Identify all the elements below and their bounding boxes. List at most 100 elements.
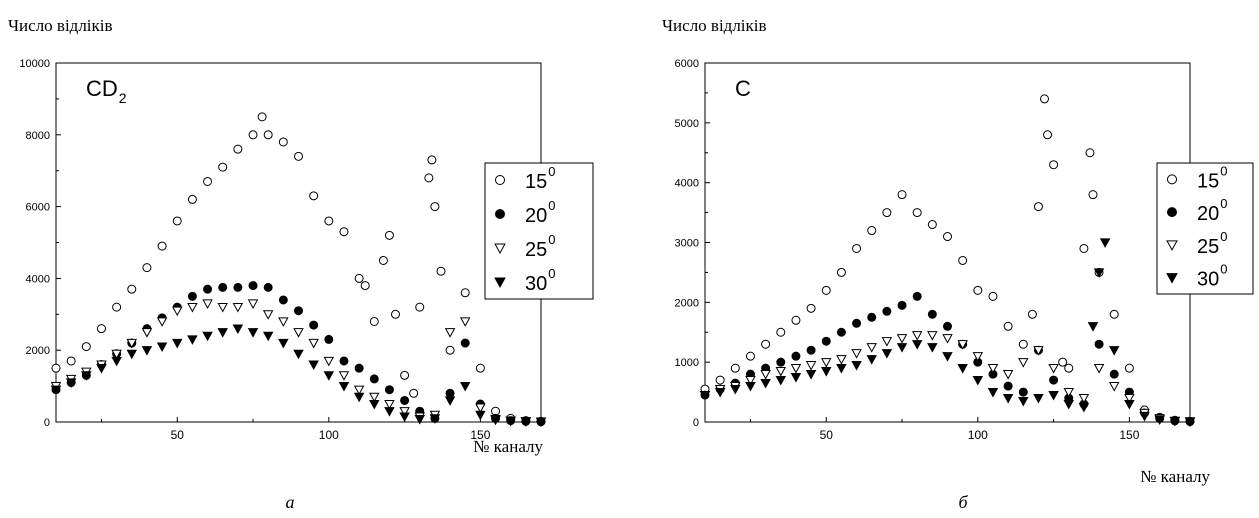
data-point (141, 346, 153, 356)
data-point (409, 388, 419, 398)
data-point (1063, 399, 1074, 410)
data-point (836, 364, 847, 374)
data-point (987, 364, 999, 374)
data-point (761, 339, 771, 349)
legend-marker (1166, 240, 1178, 251)
data-point (852, 318, 862, 328)
data-point (309, 320, 319, 330)
data-point (897, 300, 907, 310)
data-point (1139, 411, 1150, 422)
y-tick-label: 2000 (26, 345, 50, 357)
data-point (112, 302, 122, 312)
data-point (96, 324, 106, 334)
data-point (218, 162, 228, 172)
legend-marker (494, 277, 506, 288)
sample-annotation: C (735, 76, 751, 101)
data-point (248, 281, 258, 291)
data-point (459, 382, 471, 392)
data-point (263, 130, 273, 140)
legend-box (1156, 162, 1254, 295)
legend-marker (1166, 273, 1178, 284)
data-point (309, 191, 319, 201)
data-point (957, 340, 968, 350)
x-tick-label: 50 (820, 428, 834, 442)
data-point (202, 299, 213, 309)
data-point (308, 338, 319, 349)
data-point (414, 415, 425, 425)
data-point (247, 299, 259, 309)
legend: 15 020 025 030 0 (484, 162, 594, 300)
x-tick-label: 150 (470, 428, 490, 442)
data-point (836, 355, 847, 365)
data-point (958, 255, 968, 265)
data-point (1078, 393, 1090, 404)
series-30 (50, 324, 547, 428)
y-tick-label: 2000 (675, 297, 699, 309)
data-point (172, 216, 182, 226)
data-point (157, 241, 167, 251)
data-point (1093, 268, 1105, 278)
data-point (821, 367, 832, 377)
data-point (81, 342, 91, 352)
data-point (911, 340, 923, 350)
data-point (369, 374, 379, 384)
legend-label: 15 (525, 171, 547, 193)
data-point (354, 363, 364, 373)
y-tick-label: 6000 (675, 58, 699, 70)
data-point (172, 306, 183, 317)
y-tick-label: 1000 (675, 357, 699, 369)
data-point (973, 285, 983, 295)
data-point (730, 384, 741, 395)
data-point (156, 317, 168, 327)
data-point (424, 173, 434, 183)
data-point (187, 335, 198, 345)
data-point (1085, 148, 1095, 158)
data-point (384, 407, 395, 417)
data-point (505, 416, 516, 427)
data-point (460, 288, 470, 298)
data-point (324, 216, 334, 226)
data-point (293, 328, 304, 338)
series-30 (699, 238, 1196, 428)
data-point (81, 371, 92, 381)
y-tick-label: 0 (44, 417, 50, 429)
data-point (836, 327, 846, 337)
data-point (1018, 396, 1029, 407)
data-point (323, 356, 335, 367)
data-point (384, 399, 395, 410)
data-point (353, 392, 365, 403)
data-point (444, 396, 456, 406)
data-point (535, 417, 547, 428)
data-point (1003, 381, 1013, 391)
data-point (490, 415, 501, 426)
data-point (1094, 339, 1104, 349)
data-point (96, 364, 107, 374)
data-point (187, 291, 197, 301)
data-point (294, 151, 303, 161)
data-point (881, 337, 893, 347)
data-point (278, 137, 288, 147)
data-point (429, 414, 441, 424)
data-point (399, 407, 410, 417)
data-point (866, 355, 877, 365)
data-point (1040, 94, 1049, 104)
data-point (775, 376, 787, 386)
data-point (1184, 417, 1196, 428)
data-point (896, 334, 908, 344)
x-tick-label: 100 (319, 428, 339, 442)
sample-annotation-subscript: 2 (119, 90, 127, 106)
data-point (1002, 393, 1014, 404)
data-point (172, 338, 183, 349)
y-tick-label: 5000 (675, 118, 699, 130)
legend-label-superscript: 0 (548, 198, 555, 213)
data-point (293, 349, 304, 360)
legend-marker (494, 243, 506, 254)
legend-label-superscript: 0 (548, 164, 555, 179)
legend-label-superscript: 0 (1220, 196, 1227, 211)
data-point (520, 417, 532, 427)
legend-label: 15 (1197, 170, 1219, 192)
data-point (867, 312, 877, 322)
legend: 15 020 025 030 0 (1156, 162, 1254, 295)
